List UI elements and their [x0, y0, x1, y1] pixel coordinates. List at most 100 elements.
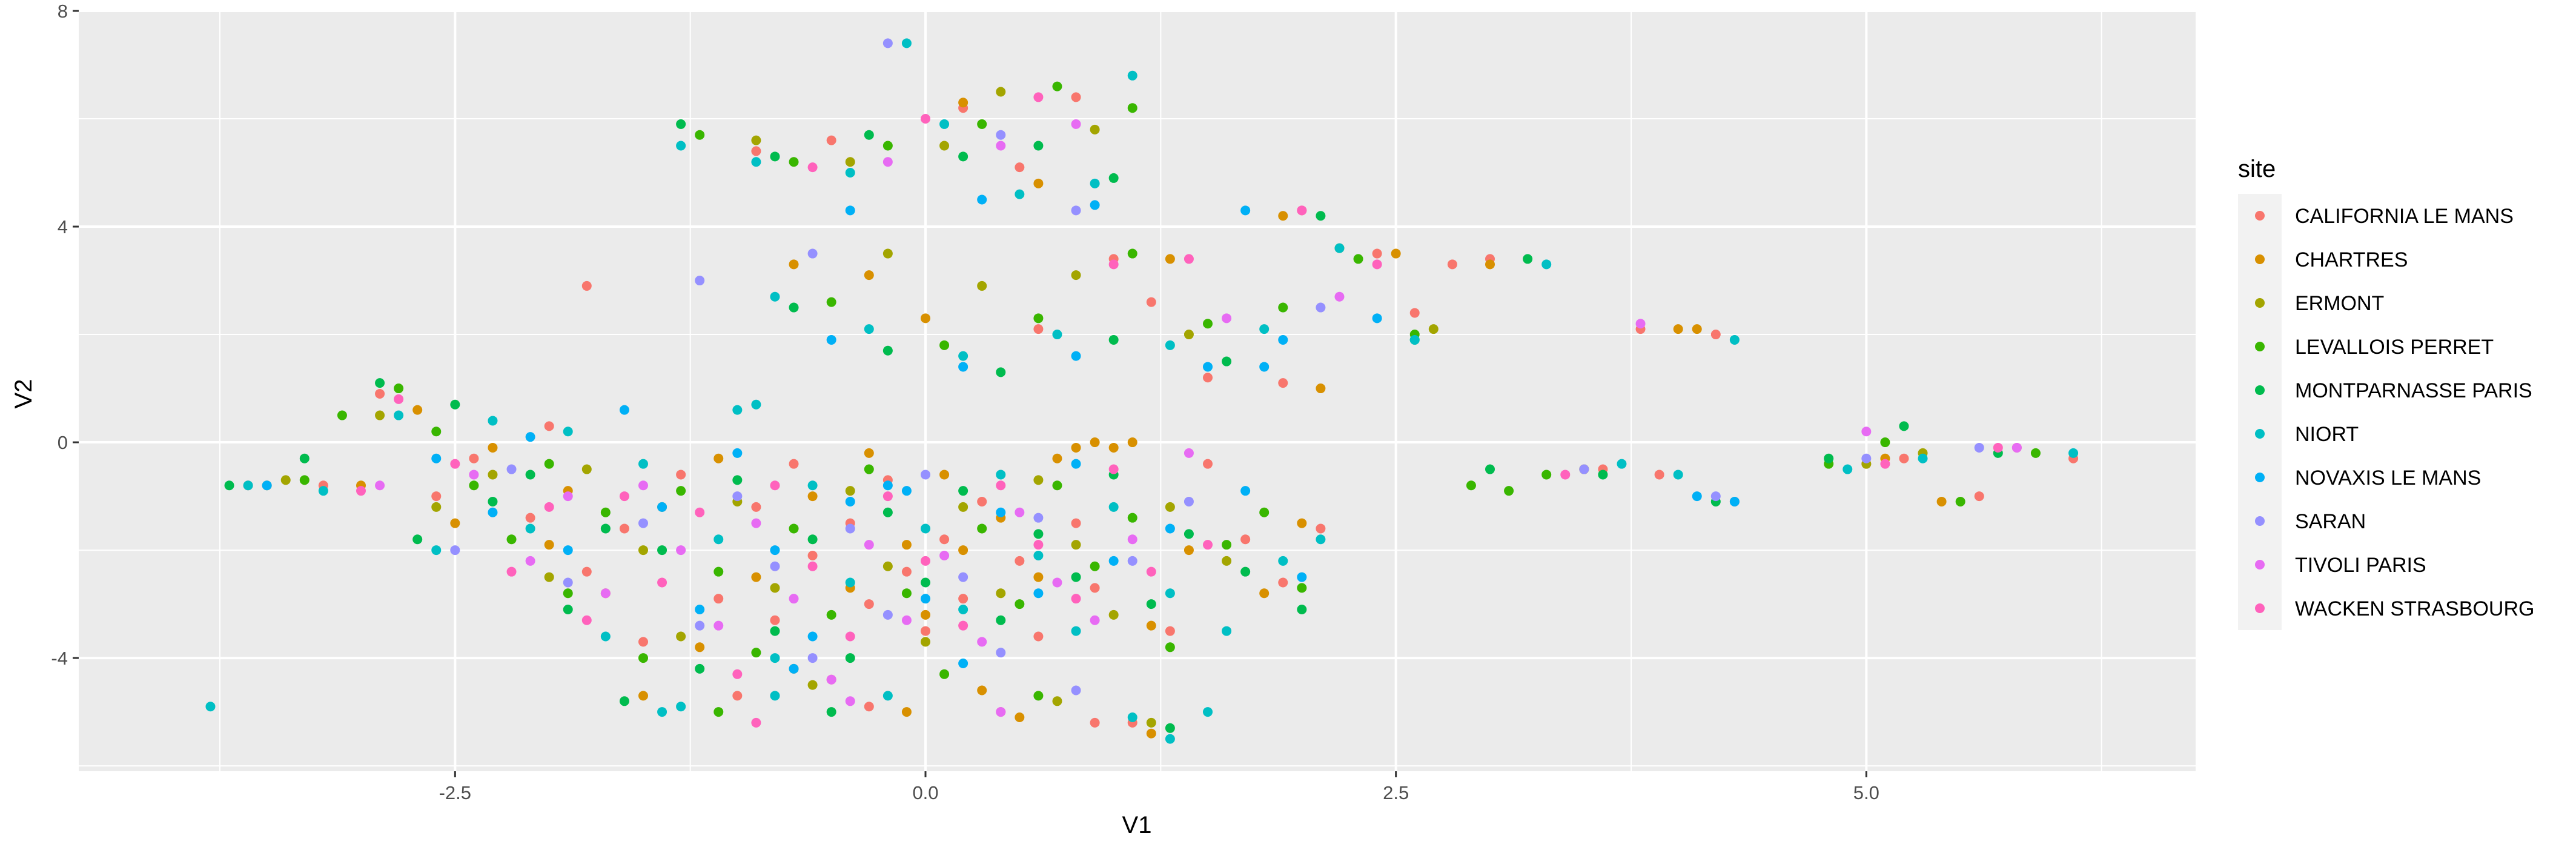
- legend-swatch: [2255, 516, 2265, 526]
- data-point: [826, 674, 836, 685]
- data-point: [1955, 496, 1965, 506]
- data-point: [638, 637, 648, 647]
- data-point: [205, 702, 216, 712]
- data-point: [845, 486, 855, 496]
- data-point: [826, 297, 836, 307]
- data-point: [1222, 313, 1232, 324]
- data-point: [939, 340, 950, 350]
- data-point: [619, 696, 629, 706]
- data-point: [789, 157, 799, 167]
- data-point: [563, 604, 573, 614]
- data-point: [732, 691, 743, 701]
- data-point: [789, 459, 799, 469]
- data-point: [751, 572, 761, 582]
- data-point: [1710, 491, 1721, 502]
- data-point: [506, 534, 517, 545]
- data-point: [1033, 475, 1044, 485]
- data-point: [506, 566, 517, 577]
- data-point: [807, 653, 818, 663]
- data-point: [619, 491, 629, 502]
- data-point: [845, 696, 855, 706]
- data-point: [1541, 470, 1552, 480]
- data-point: [1052, 480, 1062, 491]
- data-point: [676, 486, 686, 496]
- data-point: [1108, 464, 1119, 474]
- data-point: [1372, 248, 1382, 259]
- data-point: [1033, 588, 1044, 599]
- data-point: [882, 491, 893, 502]
- data-point: [996, 130, 1006, 140]
- data-point: [1673, 470, 1683, 480]
- data-point: [525, 432, 535, 442]
- data-point: [1729, 496, 1740, 506]
- data-point: [657, 545, 667, 556]
- legend-label: CALIFORNIA LE MANS: [2295, 205, 2514, 228]
- x-tick-label: 2.5: [1383, 782, 1409, 803]
- data-point: [1240, 205, 1251, 216]
- data-point: [807, 534, 818, 545]
- data-point: [375, 378, 385, 388]
- legend-swatch: [2255, 429, 2265, 439]
- data-point: [1090, 200, 1100, 210]
- data-points: [205, 38, 2079, 744]
- data-point: [1240, 534, 1251, 545]
- data-point: [958, 572, 968, 582]
- data-point: [958, 545, 968, 556]
- data-point: [921, 523, 930, 534]
- data-point: [1015, 712, 1025, 722]
- data-point: [431, 427, 442, 437]
- data-point: [996, 87, 1006, 97]
- data-point: [845, 577, 855, 588]
- y-tick-label: 4: [58, 216, 68, 237]
- legend-swatch: [2255, 560, 2265, 569]
- data-point: [299, 453, 310, 463]
- data-point: [488, 507, 498, 517]
- data-point: [638, 518, 648, 528]
- data-point: [1052, 453, 1062, 463]
- data-point: [581, 464, 592, 474]
- data-point: [977, 685, 987, 696]
- data-point: [939, 141, 950, 151]
- data-point: [695, 604, 705, 614]
- data-point: [2011, 442, 2022, 453]
- data-point: [525, 523, 535, 534]
- data-point: [450, 399, 460, 410]
- data-point: [714, 534, 724, 545]
- y-tick-label: -4: [51, 648, 68, 669]
- data-point: [921, 470, 930, 480]
- data-point: [525, 470, 535, 480]
- data-point: [1316, 211, 1326, 221]
- data-point: [469, 470, 479, 480]
- data-point: [1409, 334, 1420, 345]
- data-point: [1710, 330, 1721, 340]
- data-point: [488, 496, 498, 506]
- data-point: [1184, 545, 1194, 556]
- data-point: [1127, 103, 1137, 113]
- data-point: [1165, 734, 1175, 744]
- data-point: [921, 594, 930, 604]
- data-point: [921, 577, 930, 588]
- data-point: [488, 470, 498, 480]
- data-point: [958, 151, 968, 162]
- legend-label: ERMONT: [2295, 292, 2384, 315]
- data-point: [1372, 259, 1382, 270]
- data-point: [1015, 162, 1025, 173]
- data-point: [751, 502, 761, 512]
- data-point: [714, 453, 724, 463]
- data-point: [337, 410, 347, 420]
- data-point: [695, 507, 705, 517]
- data-point: [996, 367, 1006, 377]
- data-point: [714, 707, 724, 717]
- data-point: [318, 486, 328, 496]
- data-point: [1316, 523, 1326, 534]
- legend-label: TIVOLI PARIS: [2295, 554, 2426, 577]
- data-point: [1127, 513, 1137, 523]
- data-point: [544, 572, 554, 582]
- data-point: [770, 653, 780, 663]
- data-point: [958, 620, 968, 631]
- data-point: [1071, 92, 1081, 102]
- legend-label: NOVAXIS LE MANS: [2295, 467, 2481, 490]
- data-point: [1297, 583, 1307, 593]
- data-point: [882, 38, 893, 48]
- data-point: [996, 141, 1006, 151]
